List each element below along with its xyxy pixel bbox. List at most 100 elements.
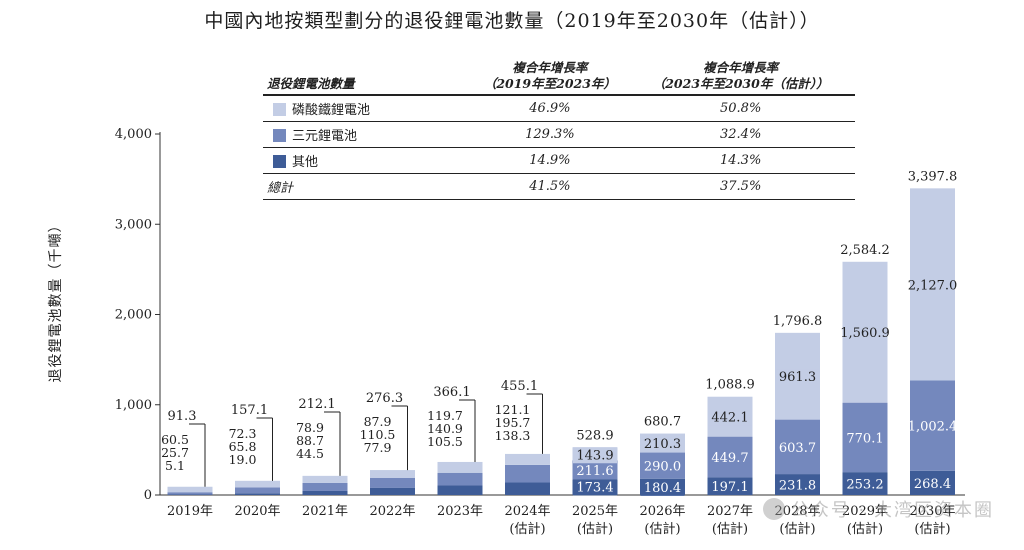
legend-cagr-table: 退役鋰電池數量 複合年增長率 （2019年至2023年） 複合年增長率 （202… xyxy=(263,58,855,200)
x-tick-note: (估計) xyxy=(712,521,748,537)
bar-segment-label: 268.4 xyxy=(914,477,951,492)
bar-segment-label: 72.3 xyxy=(229,426,257,441)
bar-segment-label: 253.2 xyxy=(846,478,883,493)
bar-segment-label: 180.4 xyxy=(644,481,681,496)
bar-segment-label: 603.7 xyxy=(779,441,816,456)
bar-segment xyxy=(302,482,348,491)
y-axis-label: 退役鋰電池數量（千噸） xyxy=(48,217,64,383)
bar-segment-label: 195.7 xyxy=(495,415,531,430)
bar-total-label: 1,796.8 xyxy=(773,314,823,329)
legend-cagr1-other: 14.9% xyxy=(529,153,571,168)
bar-segment xyxy=(437,461,483,473)
bar-segment xyxy=(235,493,280,495)
bar-segment-label: 211.6 xyxy=(576,464,613,479)
legend-cagr1-total: 41.5% xyxy=(529,179,571,194)
x-tick-label: 2023年 xyxy=(437,504,483,519)
bar-segment-label: 87.9 xyxy=(364,414,392,429)
legend-cagr2-other: 14.3% xyxy=(720,153,762,168)
header-cagr2-line1: 複合年增長率 xyxy=(703,60,779,75)
bar-segment-label: 449.7 xyxy=(711,451,748,466)
bar-segment-label: 25.7 xyxy=(161,445,189,460)
x-tick-note: (估計) xyxy=(847,521,883,537)
bar-segment xyxy=(370,487,415,495)
legend-label-other: 其他 xyxy=(292,155,319,170)
bar-segment-label: 78.9 xyxy=(296,420,324,435)
legend-label-ncm: 三元鋰電池 xyxy=(292,129,358,144)
bar-segment xyxy=(437,472,483,486)
label-backing xyxy=(708,449,752,466)
label-backing xyxy=(843,325,887,342)
bar-segment-label: 290.0 xyxy=(644,460,681,475)
legend-header-cagr-2019-2023: 複合年增長率 （2019年至2023年） xyxy=(473,58,626,95)
legend-label-total: 總計 xyxy=(267,181,294,196)
legend-cagr2-lfp: 50.8% xyxy=(720,101,762,116)
bar-total-label: 1,088.9 xyxy=(705,378,755,393)
bar-total-label: 212.1 xyxy=(298,397,335,412)
watermark: 公众号 · 大湾区资本圈 xyxy=(762,496,994,522)
legend-header-cagr-2023-2030: 複合年增長率 （2023年至2030年（估計）） xyxy=(626,58,855,95)
legend-header-type: 退役鋰電池數量 xyxy=(267,76,355,91)
bar-segment-label: 197.1 xyxy=(711,480,748,495)
x-tick-label: 2028年 xyxy=(774,504,820,519)
bar-segment xyxy=(302,475,348,483)
bar-segment-label: 140.9 xyxy=(427,421,463,436)
x-tick-label: 2026年 xyxy=(639,504,685,519)
header-cagr1-line1: 複合年增長率 xyxy=(512,60,588,75)
label-backing xyxy=(775,369,820,386)
bar-segment-label: 138.3 xyxy=(495,428,531,443)
bar-segment xyxy=(167,486,213,493)
label-backing xyxy=(775,439,820,456)
wechat-icon xyxy=(762,498,785,520)
y-tick-label: 1,000 xyxy=(115,398,152,413)
bar-segment xyxy=(437,485,483,495)
label-backing xyxy=(573,447,617,464)
y-tick-label: 2,000 xyxy=(115,308,152,323)
bar-total-label: 157.1 xyxy=(231,403,268,418)
bar-segment xyxy=(370,470,415,478)
y-tick-label: 4,000 xyxy=(115,127,152,142)
x-tick-note: (估計) xyxy=(779,521,815,537)
legend-cagr1-ncm: 129.3% xyxy=(525,127,575,142)
legend-swatch-lfp xyxy=(273,103,286,116)
bar-total-label: 528.9 xyxy=(576,428,613,443)
label-backing xyxy=(573,462,617,479)
bar-segment-label: 1,560.9 xyxy=(840,326,890,341)
x-tick-label: 2024年 xyxy=(504,504,550,519)
legend-row-lfp: 磷酸鐵鋰電池 46.9% 50.8% xyxy=(263,95,855,122)
bar-segment xyxy=(505,453,550,465)
bar-segment xyxy=(505,482,550,495)
label-backing xyxy=(843,430,887,447)
bar-segment-label: 77.9 xyxy=(364,440,392,455)
bar-segment-label: 143.9 xyxy=(576,448,613,463)
label-backing xyxy=(640,436,685,453)
bar-segment-label: 5.1 xyxy=(165,458,185,473)
bar-segment xyxy=(505,464,550,483)
bar-total-label: 455.1 xyxy=(501,379,538,394)
bar-segment xyxy=(302,490,348,495)
y-tick-label: 3,000 xyxy=(115,217,152,232)
legend-swatch-ncm xyxy=(273,129,286,142)
legend-cagr1-lfp: 46.9% xyxy=(529,101,571,116)
bar-segment xyxy=(235,480,280,488)
legend-row-total: 總計 41.5% 37.5% xyxy=(263,174,855,200)
label-backing xyxy=(640,458,685,475)
bar-segment-label: 121.1 xyxy=(495,402,531,417)
bar-segment-label: 210.3 xyxy=(644,437,681,452)
x-tick-label: 2021年 xyxy=(302,504,348,519)
bar-segment-label: 119.7 xyxy=(427,408,463,423)
bar-segment xyxy=(167,494,213,496)
bar-total-label: 680.7 xyxy=(644,415,681,430)
y-tick-label: 0 xyxy=(144,488,152,503)
legend-row-ncm: 三元鋰電池 129.3% 32.4% xyxy=(263,122,855,148)
bar-segment-label: 44.5 xyxy=(296,446,324,461)
bar-segment-label: 88.7 xyxy=(296,433,324,448)
x-tick-label: 2030年 xyxy=(909,504,955,519)
x-tick-label: 2029年 xyxy=(842,504,888,519)
bar-total-label: 276.3 xyxy=(366,391,403,406)
bar-total-label: 366.1 xyxy=(433,385,470,400)
label-backing xyxy=(910,277,955,294)
x-tick-note: (估計) xyxy=(509,521,545,537)
bar-total-label: 2,584.2 xyxy=(840,243,890,258)
legend-swatch-other xyxy=(273,155,286,168)
legend-table-header: 退役鋰電池數量 複合年增長率 （2019年至2023年） 複合年增長率 （202… xyxy=(263,58,855,95)
